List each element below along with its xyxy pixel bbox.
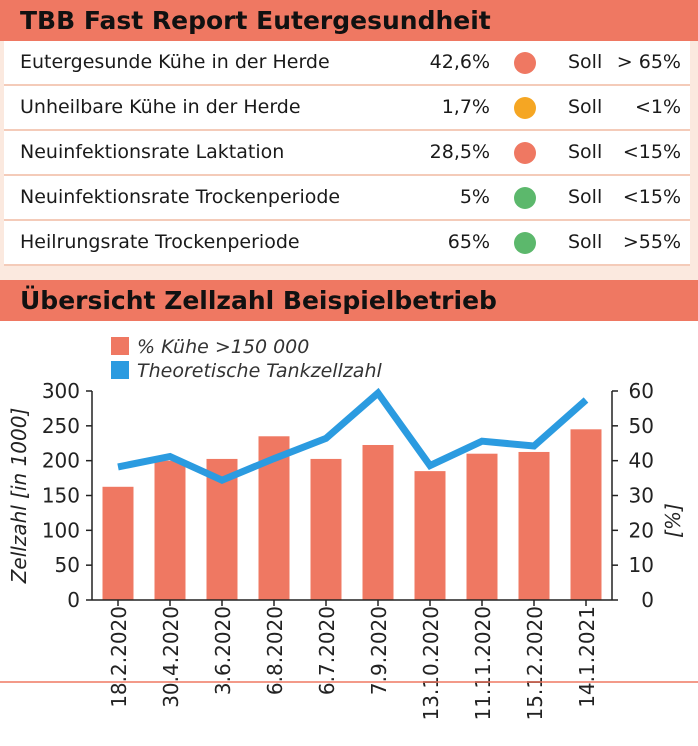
y-axis-title-left: Zellzahl [in 1000] — [7, 408, 31, 585]
kpi-value: 1,7% — [441, 96, 490, 118]
cell-count-chart: % Kühe >150 000 Theoretische Tankzellzah… — [0, 321, 698, 746]
x-tick-label: 6.7.2020 — [315, 606, 339, 695]
soll-label: Soll — [568, 186, 603, 208]
status-dot-icon — [514, 232, 536, 254]
status-dot-icon — [514, 97, 536, 119]
bar — [362, 444, 394, 600]
bar — [570, 429, 602, 600]
y-tick-label-left: 0 — [67, 588, 80, 612]
bar — [414, 471, 446, 600]
y-tick-label-right: 0 — [641, 588, 654, 612]
kpi-value: 28,5% — [429, 141, 490, 163]
kpi-target: > 65% — [616, 51, 681, 73]
bar — [154, 460, 186, 600]
kpi-value: 42,6% — [429, 51, 490, 73]
x-tick-label: 7.9.2020 — [367, 606, 391, 695]
soll-label: Soll — [568, 231, 603, 253]
status-dot-icon — [514, 187, 536, 209]
kpi-row: Eutergesunde Kühe in der Herde 42,6% Sol… — [4, 41, 690, 86]
tank-cell-count-line — [117, 387, 589, 484]
legend-label-line: Theoretische Tankzellzahl — [137, 360, 382, 382]
kpi-label: Eutergesunde Kühe in der Herde — [20, 51, 330, 73]
y-tick-label-left: 100 — [42, 518, 80, 542]
legend-label-bar: % Kühe >150 000 — [137, 336, 309, 358]
x-tick-label: 13.10.2020 — [419, 606, 443, 721]
legend-swatch-bar — [111, 337, 129, 355]
bar — [102, 486, 134, 600]
chart-legend: % Kühe >150 000 Theoretische Tankzellzah… — [111, 336, 382, 382]
kpi-label: Heilrungsrate Trockenperiode — [20, 231, 300, 253]
y-tick-label-left: 150 — [42, 484, 80, 508]
x-tick-label: 14.1.2021 — [575, 606, 599, 708]
y-tick-label-right: 20 — [629, 518, 654, 542]
y-tick-label-left: 50 — [55, 553, 80, 577]
kpi-value: 65% — [447, 231, 490, 253]
soll-label: Soll — [568, 141, 603, 163]
kpi-label: Unheilbare Kühe in der Herde — [20, 96, 301, 118]
kpi-target: <15% — [622, 141, 681, 163]
y-tick-label-left: 250 — [42, 414, 80, 438]
soll-label: Soll — [568, 51, 603, 73]
y-tick-label-right: 50 — [629, 414, 654, 438]
kpi-row: Heilrungsrate Trockenperiode 65% Soll >5… — [4, 221, 690, 266]
report-title: TBB Fast Report Eutergesundheit — [0, 0, 698, 41]
legend-swatch-line — [111, 361, 129, 379]
y-tick-label-right: 40 — [629, 449, 654, 473]
chart-section-title: Übersicht Zellzahl Beispielbetrieb — [0, 280, 698, 321]
kpi-table: Eutergesunde Kühe in der Herde 42,6% Sol… — [4, 41, 690, 266]
kpi-label: Neuinfektionsrate Laktation — [20, 141, 285, 163]
x-tick-label: 18.2.2020 — [107, 606, 131, 708]
bar — [466, 453, 498, 600]
bar — [310, 458, 342, 600]
status-dot-icon — [514, 52, 536, 74]
y-tick-label-right: 10 — [629, 553, 654, 577]
y-tick-label-right: 30 — [629, 484, 654, 508]
kpi-value: 5% — [459, 186, 490, 208]
y-tick-label-left: 300 — [42, 379, 80, 403]
x-tick-label: 6.8.2020 — [263, 606, 287, 695]
x-tick-label: 11.11.2020 — [471, 606, 495, 721]
kpi-row: Neuinfektionsrate Laktation 28,5% Soll <… — [4, 131, 690, 176]
x-tick-label: 3.6.2020 — [211, 606, 235, 695]
y-tick-label-left: 200 — [42, 449, 80, 473]
kpi-row: Neuinfektionsrate Trockenperiode 5% Soll… — [4, 176, 690, 221]
x-tick-label: 30.4.2020 — [159, 606, 183, 708]
soll-label: Soll — [568, 96, 603, 118]
kpi-target: <1% — [634, 96, 681, 118]
x-tick-label: 15.12.2020 — [523, 606, 547, 721]
bar — [518, 451, 550, 600]
y-axis-title-right: [%] — [661, 503, 685, 538]
kpi-row: Unheilbare Kühe in der Herde 1,7% Soll <… — [4, 86, 690, 131]
kpi-target: >55% — [622, 231, 681, 253]
y-tick-label-right: 60 — [629, 379, 654, 403]
kpi-target: <15% — [622, 186, 681, 208]
kpi-label: Neuinfektionsrate Trockenperiode — [20, 186, 341, 208]
status-dot-icon — [514, 142, 536, 164]
